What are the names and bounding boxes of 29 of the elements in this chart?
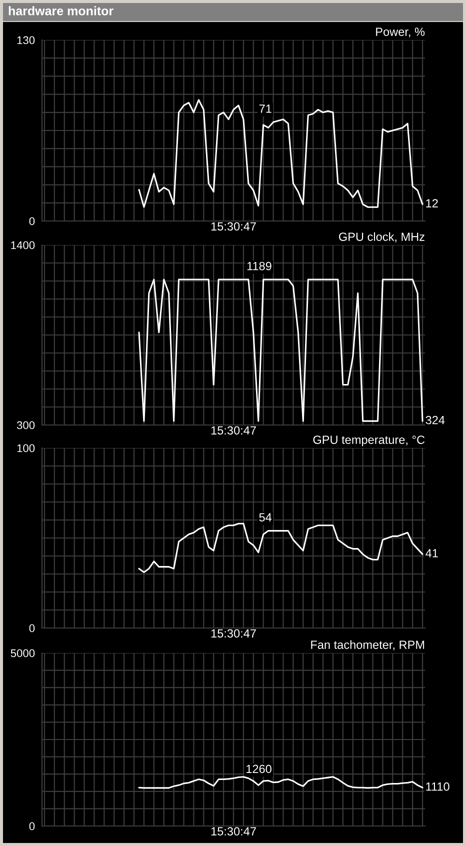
y-tick-label: 300 [16,421,35,430]
data-label: 1189 [247,262,272,270]
text: 15:30:47 [211,827,256,836]
line-series [138,776,424,789]
chart-title: Fan tachometer, RPM [311,640,424,650]
y-tick-label: 100 [17,444,35,452]
data-label: 54 [259,513,272,522]
data-label: 324 [426,416,445,424]
text: 15:30:47 [211,629,256,638]
y-tick-label: 0 [29,624,35,632]
text: 15:30:47 [211,426,256,435]
data-label: 41 [426,549,438,558]
text: 15:30:47 [211,222,256,231]
y-tick-label: 1400 [11,241,35,250]
data-label: 1260 [246,764,272,774]
chart-title: Power, % [376,28,425,38]
line-series [138,522,424,573]
line-series [138,99,424,208]
chart-title: GPU temperature, °C [313,436,425,446]
y-tick-label: 5000 [10,649,35,658]
data-label: 71 [259,104,272,113]
y-tick-label: 0 [29,217,35,226]
data-label: 12 [426,199,438,208]
chart-title: GPU clock, MHz [339,232,424,242]
data-label: 1110 [426,782,450,791]
line-series [138,278,424,422]
y-tick-label: 130 [17,36,35,44]
text: hardware monitor [8,6,114,16]
y-tick-label: 0 [29,822,35,830]
